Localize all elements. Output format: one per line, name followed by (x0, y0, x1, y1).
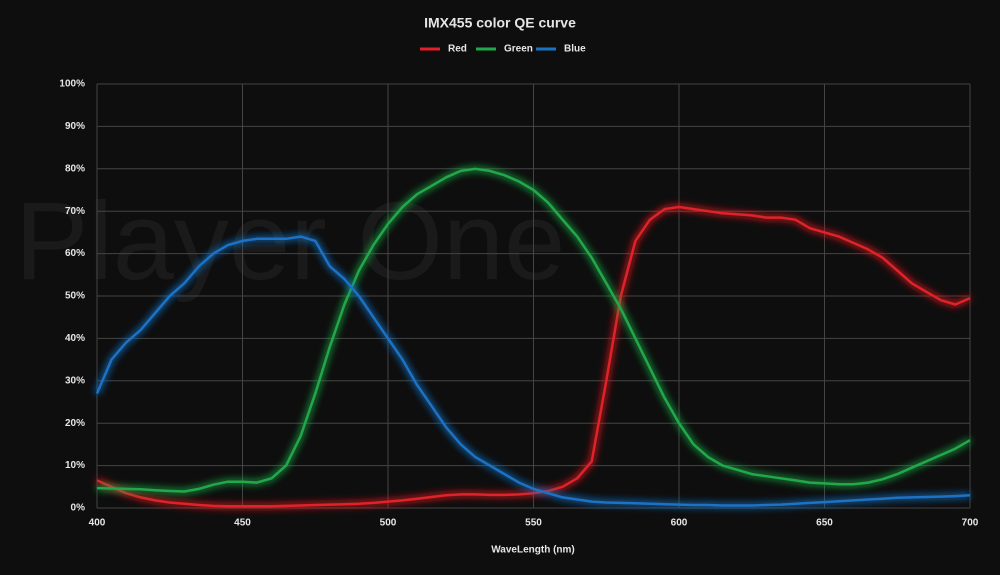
y-tick-label: 100% (59, 79, 85, 90)
y-tick-label: 40% (65, 333, 85, 344)
y-tick-label: 60% (65, 248, 85, 259)
watermark: Player One (15, 180, 565, 303)
x-tick-label: 700 (962, 518, 979, 529)
x-tick-label: 600 (671, 518, 688, 529)
legend-label: Red (448, 44, 467, 55)
y-tick-label: 80% (65, 163, 85, 174)
x-tick-label: 500 (380, 518, 397, 529)
x-axis-label: WaveLength (nm) (491, 545, 575, 556)
series-line (95, 235, 971, 507)
x-tick-label: 550 (525, 518, 542, 529)
y-tick-label: 30% (65, 375, 85, 386)
y-tick-label: 50% (65, 291, 85, 302)
y-tick-label: 90% (65, 121, 85, 132)
x-tick-label: 450 (234, 518, 251, 529)
y-tick-label: 10% (65, 460, 85, 471)
y-tick-label: 70% (65, 206, 85, 217)
series-line (96, 205, 971, 508)
series-line (96, 167, 971, 493)
y-tick-label: 20% (65, 418, 85, 429)
x-tick-label: 400 (89, 518, 106, 529)
legend-label: Blue (564, 44, 586, 55)
y-tick-label: 0% (71, 503, 86, 514)
legend-label: Green (504, 44, 533, 55)
chart-title: IMX455 color QE curve (424, 15, 576, 31)
x-tick-label: 650 (816, 518, 833, 529)
